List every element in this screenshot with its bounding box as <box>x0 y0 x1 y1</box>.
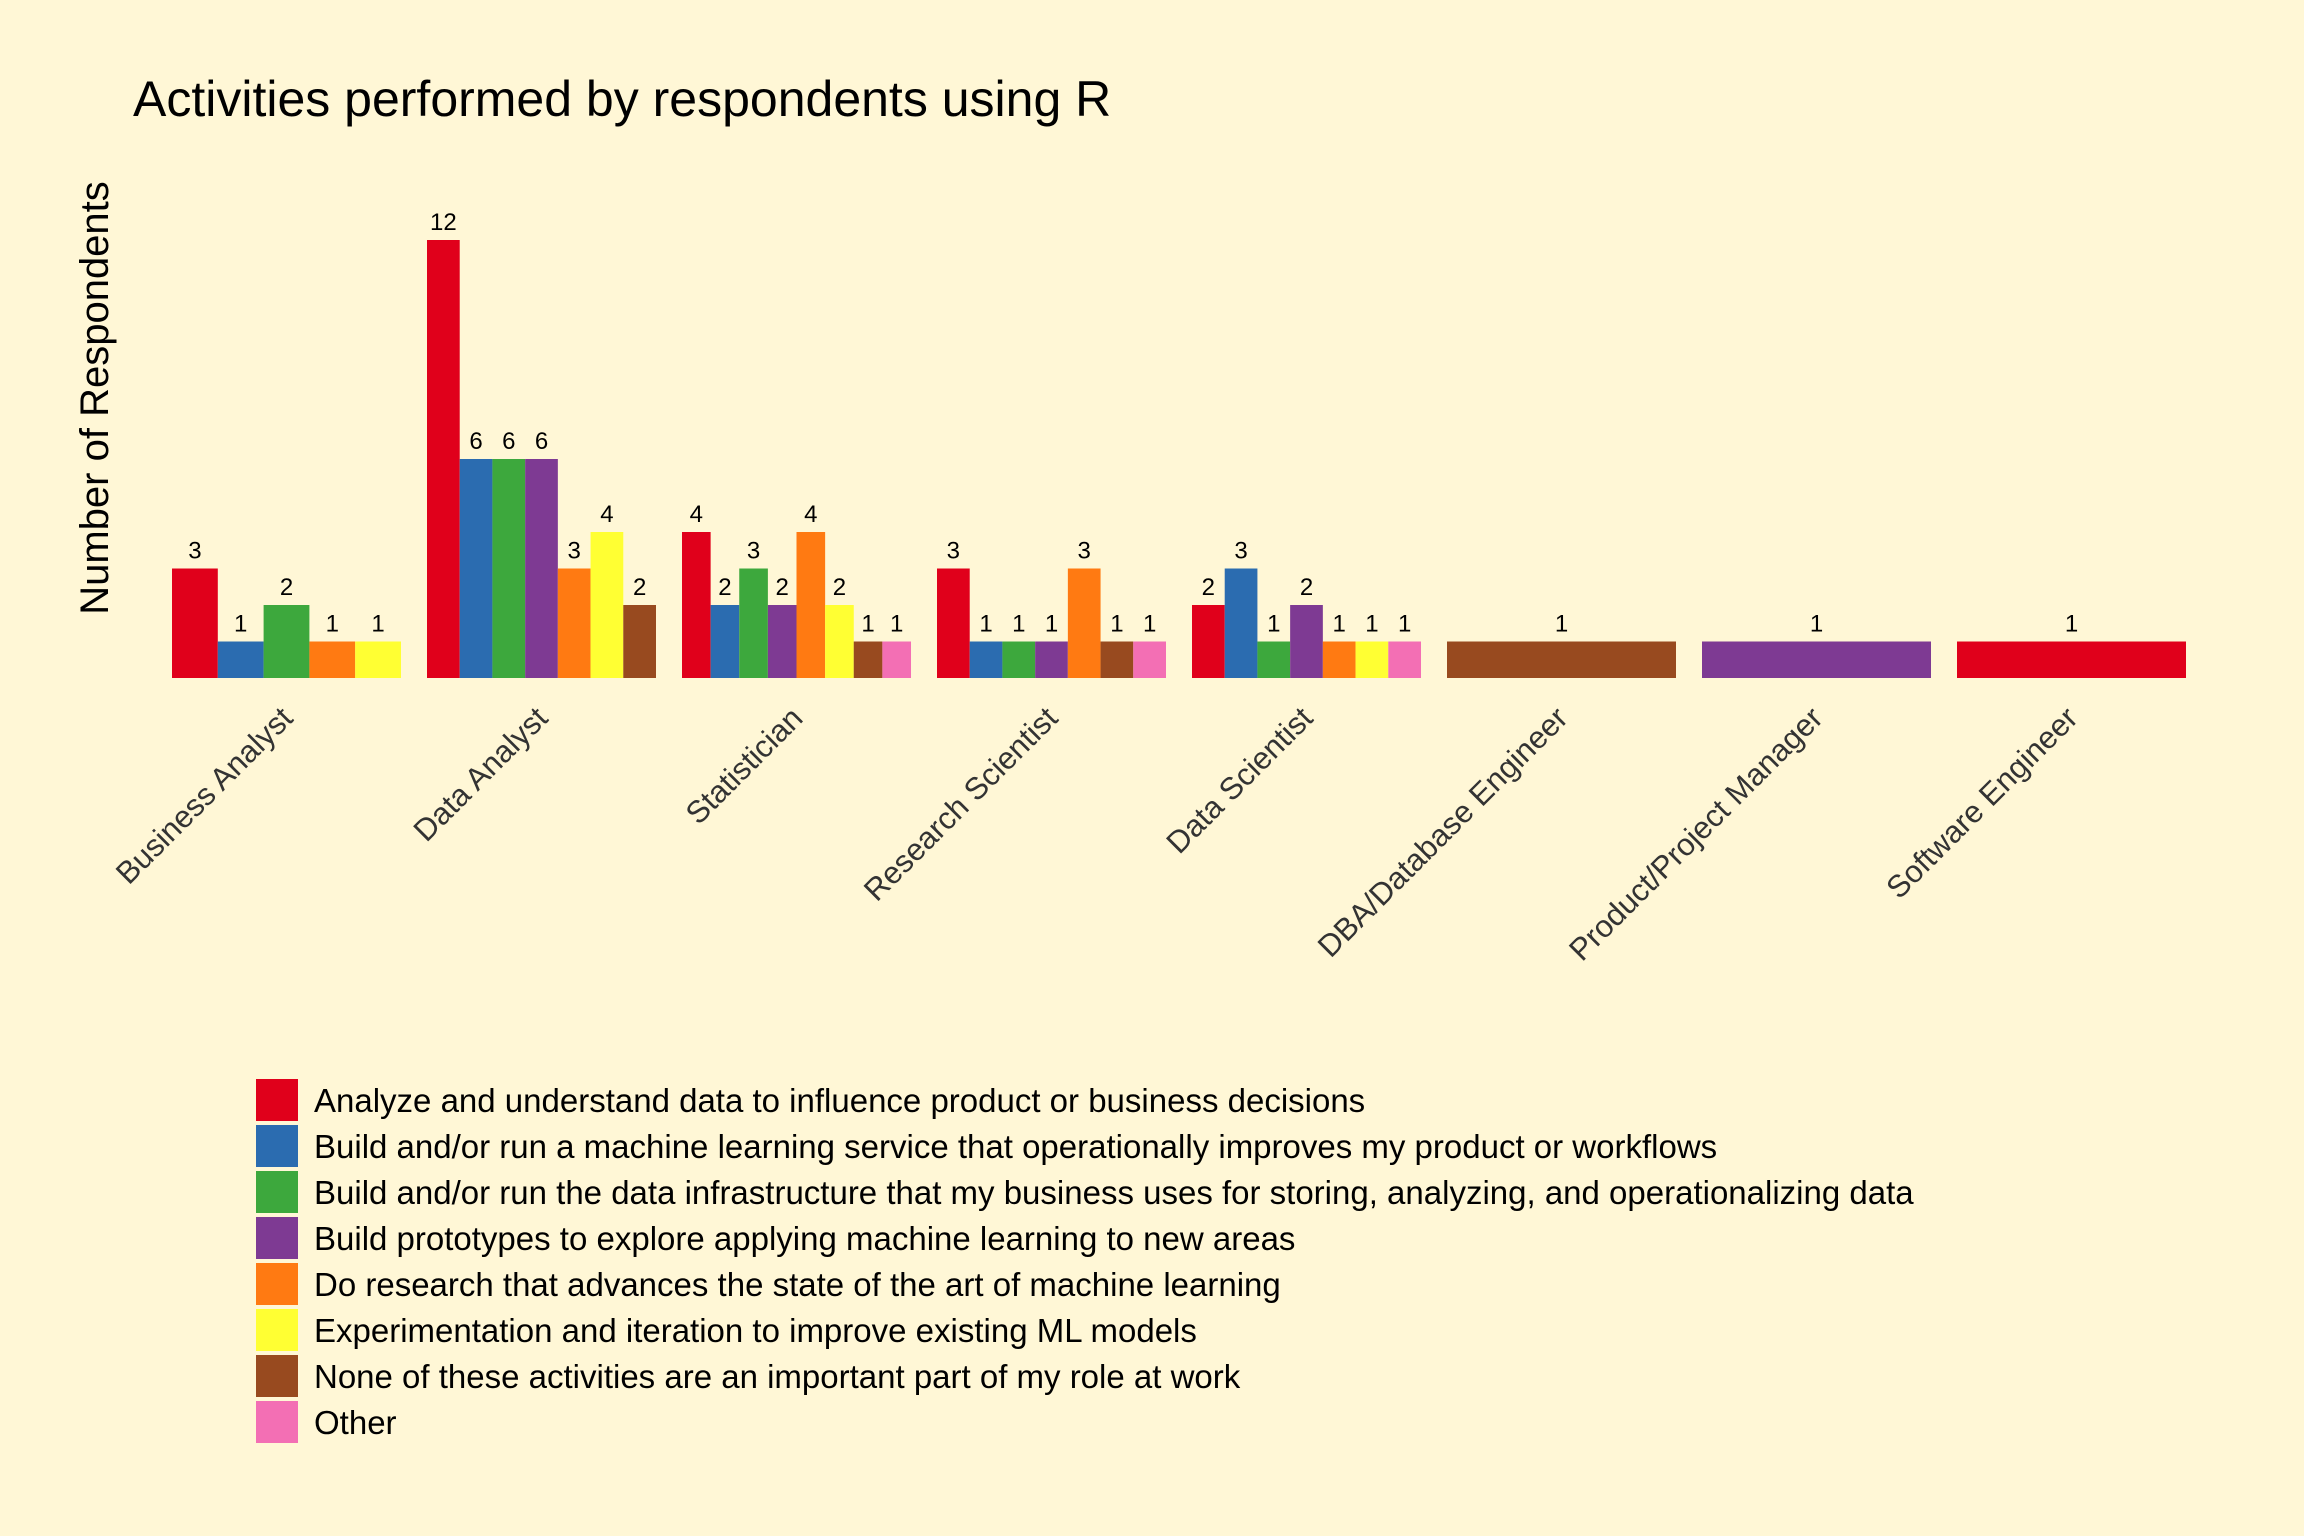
bar-research-scientist-series-4 <box>1035 641 1068 678</box>
bar-statistician-series-7 <box>853 641 883 678</box>
data-label-data-scientist-series-3: 1 <box>1267 611 1280 638</box>
bar-data-analyst-series-6 <box>590 532 624 678</box>
data-label-data-analyst-series-3: 6 <box>502 428 515 455</box>
legend-swatch-3 <box>256 1171 298 1213</box>
bar-data-scientist-series-6 <box>1355 641 1389 678</box>
data-label-data-scientist-series-2: 3 <box>1234 538 1247 565</box>
data-label-statistician-series-2: 2 <box>718 574 731 601</box>
data-label-data-analyst-series-2: 6 <box>469 428 482 455</box>
bar-data-analyst-series-2 <box>459 459 493 678</box>
legend-label-6: Experimentation and iteration to improve… <box>314 1312 1197 1349</box>
bar-data-scientist-series-1 <box>1192 605 1225 678</box>
data-label-research-scientist-series-8: 1 <box>1143 611 1156 638</box>
bar-business-analyst-series-2 <box>217 641 264 678</box>
bar-statistician-series-5 <box>796 532 826 678</box>
legend-label-3: Build and/or run the data infrastructure… <box>314 1174 1914 1211</box>
bar-business-analyst-series-5 <box>309 641 356 678</box>
data-label-research-scientist-series-1: 3 <box>947 538 960 565</box>
legend: Analyze and understand data to influence… <box>256 1079 1914 1443</box>
data-label-product-project-manager-series-4: 1 <box>1810 611 1823 638</box>
data-label-data-analyst-series-6: 4 <box>600 501 613 528</box>
bars-layer <box>172 240 2186 678</box>
bar-data-scientist-series-2 <box>1224 568 1258 678</box>
data-label-data-scientist-series-5: 1 <box>1333 611 1346 638</box>
data-label-research-scientist-series-5: 3 <box>1078 538 1091 565</box>
data-label-data-scientist-series-6: 1 <box>1365 611 1378 638</box>
data-label-data-scientist-series-8: 1 <box>1398 611 1411 638</box>
data-label-data-analyst-series-5: 3 <box>568 538 581 565</box>
bar-research-scientist-series-8 <box>1133 641 1166 678</box>
bar-statistician-series-4 <box>767 605 797 678</box>
bar-statistician-series-3 <box>739 568 768 678</box>
bar-business-analyst-series-6 <box>355 641 401 678</box>
data-label-data-scientist-series-1: 2 <box>1202 574 1215 601</box>
legend-swatch-6 <box>256 1309 298 1351</box>
bar-statistician-series-6 <box>825 605 854 678</box>
bar-data-scientist-series-4 <box>1290 605 1323 678</box>
data-label-research-scientist-series-4: 1 <box>1045 611 1058 638</box>
data-label-business-analyst-series-6: 1 <box>371 611 384 638</box>
legend-swatch-1 <box>256 1079 298 1121</box>
legend-label-1: Analyze and understand data to influence… <box>314 1082 1365 1119</box>
data-label-business-analyst-series-5: 1 <box>326 611 339 638</box>
data-label-statistician-series-7: 1 <box>861 611 874 638</box>
bar-research-scientist-series-7 <box>1100 641 1134 678</box>
bar-product-project-manager-series-4 <box>1702 641 1931 678</box>
bar-statistician-series-2 <box>710 605 740 678</box>
bar-data-analyst-series-3 <box>492 459 526 678</box>
legend-swatch-4 <box>256 1217 298 1259</box>
data-label-business-analyst-series-3: 2 <box>280 574 293 601</box>
data-label-data-analyst-series-7: 2 <box>633 574 646 601</box>
bar-business-analyst-series-3 <box>263 605 310 678</box>
data-label-research-scientist-series-3: 1 <box>1012 611 1025 638</box>
bar-data-analyst-series-4 <box>525 459 558 678</box>
bar-dba-database-engineer-series-7 <box>1447 641 1676 678</box>
bar-research-scientist-series-1 <box>937 568 970 678</box>
data-label-business-analyst-series-1: 3 <box>188 538 201 565</box>
legend-label-7: None of these activities are an importan… <box>314 1358 1241 1395</box>
data-label-statistician-series-5: 4 <box>804 501 817 528</box>
legend-label-2: Build and/or run a machine learning serv… <box>314 1128 1717 1165</box>
data-label-data-analyst-series-1: 12 <box>430 209 457 236</box>
bar-research-scientist-series-3 <box>1002 641 1036 678</box>
data-label-software-engineer-series-1: 1 <box>2065 611 2078 638</box>
bar-statistician-series-8 <box>882 641 912 678</box>
bar-data-scientist-series-5 <box>1322 641 1356 678</box>
legend-swatch-8 <box>256 1401 298 1443</box>
data-label-data-analyst-series-4: 6 <box>535 428 548 455</box>
y-axis-label: Number of Respondents <box>73 181 117 615</box>
bar-statistician-series-1 <box>682 532 711 678</box>
chart-title: Activities performed by respondents usin… <box>133 71 1111 127</box>
bar-research-scientist-series-2 <box>969 641 1003 678</box>
bar-research-scientist-series-5 <box>1067 568 1101 678</box>
legend-label-5: Do research that advances the state of t… <box>314 1266 1281 1303</box>
data-label-statistician-series-1: 4 <box>690 501 703 528</box>
data-label-statistician-series-6: 2 <box>833 574 846 601</box>
bar-software-engineer-series-1 <box>1957 641 2186 678</box>
bar-data-scientist-series-8 <box>1388 641 1421 678</box>
bar-data-analyst-series-5 <box>557 568 591 678</box>
data-label-dba-database-engineer-series-7: 1 <box>1555 611 1568 638</box>
legend-label-8: Other <box>314 1404 397 1441</box>
legend-swatch-2 <box>256 1125 298 1167</box>
data-label-data-scientist-series-4: 2 <box>1300 574 1313 601</box>
data-label-statistician-series-3: 3 <box>747 538 760 565</box>
legend-swatch-5 <box>256 1263 298 1305</box>
data-label-statistician-series-8: 1 <box>890 611 903 638</box>
data-label-statistician-series-4: 2 <box>776 574 789 601</box>
bar-business-analyst-series-1 <box>172 568 218 678</box>
bar-data-analyst-series-1 <box>427 240 460 678</box>
bar-data-scientist-series-3 <box>1257 641 1291 678</box>
legend-swatch-7 <box>256 1355 298 1397</box>
legend-label-4: Build prototypes to explore applying mac… <box>314 1220 1295 1257</box>
data-label-research-scientist-series-2: 1 <box>979 611 992 638</box>
bar-data-analyst-series-7 <box>623 605 656 678</box>
data-label-business-analyst-series-2: 1 <box>234 611 247 638</box>
data-label-research-scientist-series-7: 1 <box>1110 611 1123 638</box>
